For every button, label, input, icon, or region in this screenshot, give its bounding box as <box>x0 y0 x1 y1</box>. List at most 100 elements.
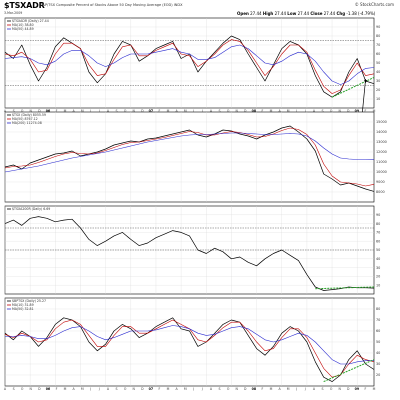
y-tick-label: 15000 <box>376 120 387 124</box>
series-ma_long-line <box>5 325 374 365</box>
open-label: Open <box>237 11 249 16</box>
series-ma_short-line <box>4 127 375 187</box>
trend-line <box>331 76 375 98</box>
x-tick-label: F <box>56 109 58 113</box>
y-tick-label: 11000 <box>376 160 387 164</box>
y-tick-label: 20 <box>376 275 380 279</box>
x-tick-label: A <box>73 109 76 113</box>
legend-label: $BPTSX (Daily) 25.27 <box>12 299 46 303</box>
x-tick-label: 06 <box>46 387 51 391</box>
high-value: 27.44 <box>274 11 287 16</box>
chart-subtitle: S&P/TSX Composite Percent of Stocks Abov… <box>40 2 183 7</box>
close-value: 27.44 <box>323 11 336 16</box>
y-tick-label: 9000 <box>376 180 385 184</box>
x-tick-label: A <box>4 387 7 391</box>
x-tick-label: M <box>270 109 273 113</box>
x-tick-label: M <box>270 387 273 391</box>
trend-line <box>315 286 375 290</box>
x-tick-label: M <box>167 109 170 113</box>
x-tick-label: 06 <box>46 109 51 113</box>
chart-header: $TSXADR S&P/TSX Composite Percent of Sto… <box>0 0 400 32</box>
x-tick-label: D <box>141 387 144 391</box>
legend-label: MA(50) 32.81 <box>12 307 34 311</box>
x-tick-label: M <box>184 109 187 113</box>
legend-label: $TSXA200R (Daily) 6.69 <box>12 207 50 211</box>
y-tick-label: 13000 <box>376 140 387 144</box>
x-tick-label: A <box>313 387 316 391</box>
x-tick-label: A <box>176 387 179 391</box>
x-tick-label: F <box>56 387 58 391</box>
y-tick-label: 70 <box>376 318 380 322</box>
y-tick-label: 10 <box>376 97 380 101</box>
x-tick-label: A <box>210 109 213 113</box>
x-tick-label: J <box>192 387 194 391</box>
x-tick-label: A <box>313 109 316 113</box>
y-tick-label: 30 <box>376 79 380 83</box>
x-tick-label: O <box>330 387 333 391</box>
x-tick-label: 08 <box>252 109 257 113</box>
x-tick-label: S <box>116 387 118 391</box>
panel-3: 90 80 70 60 50 40 30 20 10 $TSXA200R (Daily) 6.69 <box>4 205 380 295</box>
x-tick-label: F <box>364 109 366 113</box>
x-tick-label: N <box>133 109 136 113</box>
x-tick-label: N <box>30 109 33 113</box>
x-tick-label: 07 <box>149 109 153 113</box>
x-tick-label: J <box>192 109 194 113</box>
x-tick-label: D <box>244 387 247 391</box>
panel-frame <box>4 111 375 203</box>
x-tick-label: M <box>287 109 290 113</box>
x-tick-label: M <box>373 387 376 391</box>
x-tick-label: A <box>210 387 213 391</box>
x-tick-label: M <box>287 387 290 391</box>
panel-2: 15000 14000 13000 12000 11000 10000 9000 8000 $T… <box>4 111 387 203</box>
x-tick-label: M <box>167 387 170 391</box>
x-tick-label: 09 <box>355 109 360 113</box>
ohlc-line: Open 27.44 High 27.44 Low 27.44 Close 27… <box>237 11 375 16</box>
source-credit: © StockCharts.com <box>354 2 394 7</box>
high-label: High <box>262 11 274 16</box>
series-price-line <box>4 317 375 382</box>
panel-4: 80 70 60 50 40 30 20 $BPTSX (Daily) 25.27MA(10)… <box>4 297 380 391</box>
open-value: 27.44 <box>250 11 262 16</box>
x-tick-label: J <box>304 109 306 113</box>
x-tick-label: D <box>38 109 41 113</box>
x-tick-label: S <box>321 387 323 391</box>
y-tick-label: 14000 <box>376 130 387 134</box>
x-tick-label: F <box>262 109 264 113</box>
x-tick-label: O <box>330 109 333 113</box>
x-tick-label: F <box>159 387 161 391</box>
x-tick-label: D <box>244 109 247 113</box>
y-tick-label: 20 <box>376 88 380 92</box>
x-tick-label: N <box>338 387 341 391</box>
x-tick-label: M <box>373 109 376 113</box>
x-tick-label: M <box>81 387 84 391</box>
x-tick-label: F <box>159 109 161 113</box>
panel-1: 908070605040302010Buy Signal$TSXADR (Dai… <box>4 17 380 125</box>
y-tick-label: 10000 <box>376 170 387 174</box>
low-value: 27.44 <box>297 11 310 16</box>
x-tick-label: D <box>347 387 350 391</box>
x-tick-label: A <box>107 387 110 391</box>
y-tick-label: 50 <box>376 248 380 252</box>
x-tick-label: S <box>321 109 323 113</box>
x-tick-label: O <box>21 109 24 113</box>
series-ma_short-line <box>4 39 375 94</box>
y-tick-label: 50 <box>376 340 380 344</box>
x-tick-label: 09 <box>355 387 360 391</box>
x-tick-label: O <box>227 109 230 113</box>
x-tick-label: M <box>81 109 84 113</box>
x-tick-label: S <box>219 387 221 391</box>
y-tick-label: 80 <box>376 307 380 311</box>
x-tick-label: O <box>21 387 24 391</box>
x-tick-label: J <box>98 109 100 113</box>
x-tick-label: F <box>262 387 264 391</box>
y-tick-label: 40 <box>376 351 380 355</box>
x-tick-label: O <box>227 387 230 391</box>
x-tick-label: J <box>304 387 306 391</box>
x-tick-label: M <box>64 109 67 113</box>
x-tick-label: J <box>201 387 203 391</box>
close-label: Close <box>310 11 323 16</box>
x-tick-label: S <box>13 387 15 391</box>
x-tick-label: J <box>201 109 203 113</box>
